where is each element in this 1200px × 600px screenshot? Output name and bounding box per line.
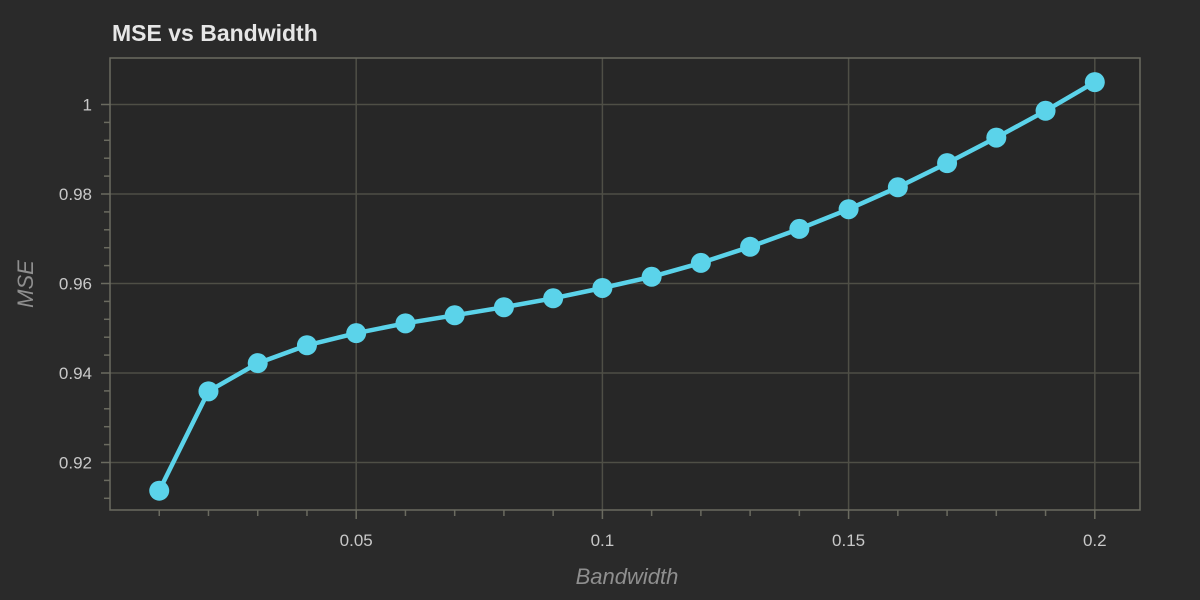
data-point-11[interactable] (690, 252, 711, 273)
data-point-17[interactable] (986, 127, 1007, 148)
x-tick-label-0: 0.05 (340, 531, 373, 550)
data-point-5[interactable] (395, 313, 416, 334)
y-tick-label-1: 0.94 (59, 364, 92, 383)
y-tick-label-4: 1 (83, 96, 92, 115)
data-point-15[interactable] (887, 177, 908, 198)
data-point-9[interactable] (592, 277, 613, 298)
data-point-1[interactable] (198, 381, 219, 402)
chart-title: MSE vs Bandwidth (112, 20, 318, 46)
x-tick-label-2: 0.15 (832, 531, 865, 550)
data-point-4[interactable] (346, 323, 367, 344)
data-point-10[interactable] (641, 266, 662, 287)
data-point-3[interactable] (296, 335, 317, 356)
data-point-13[interactable] (789, 218, 810, 239)
data-point-6[interactable] (444, 305, 465, 326)
series (149, 72, 1105, 501)
data-point-0[interactable] (149, 480, 170, 501)
data-point-19[interactable] (1084, 72, 1105, 93)
y-axis-label: MSE (13, 260, 38, 308)
x-tick-label-3: 0.2 (1083, 531, 1107, 550)
data-point-12[interactable] (740, 236, 761, 257)
data-point-14[interactable] (838, 199, 859, 220)
y-tick-label-3: 0.98 (59, 185, 92, 204)
y-tick-label-0: 0.92 (59, 454, 92, 473)
x-axis-label: Bandwidth (576, 564, 679, 589)
data-point-16[interactable] (937, 153, 958, 174)
data-point-2[interactable] (247, 353, 268, 374)
x-tick-label-1: 0.1 (591, 531, 615, 550)
data-point-7[interactable] (493, 297, 514, 318)
data-point-8[interactable] (543, 288, 564, 309)
data-point-18[interactable] (1035, 100, 1056, 121)
ticks: 0.05 0.1 0.15 0.2 0.92 0.94 0.96 0.98 1 (59, 96, 1107, 551)
y-tick-label-2: 0.96 (59, 275, 92, 294)
